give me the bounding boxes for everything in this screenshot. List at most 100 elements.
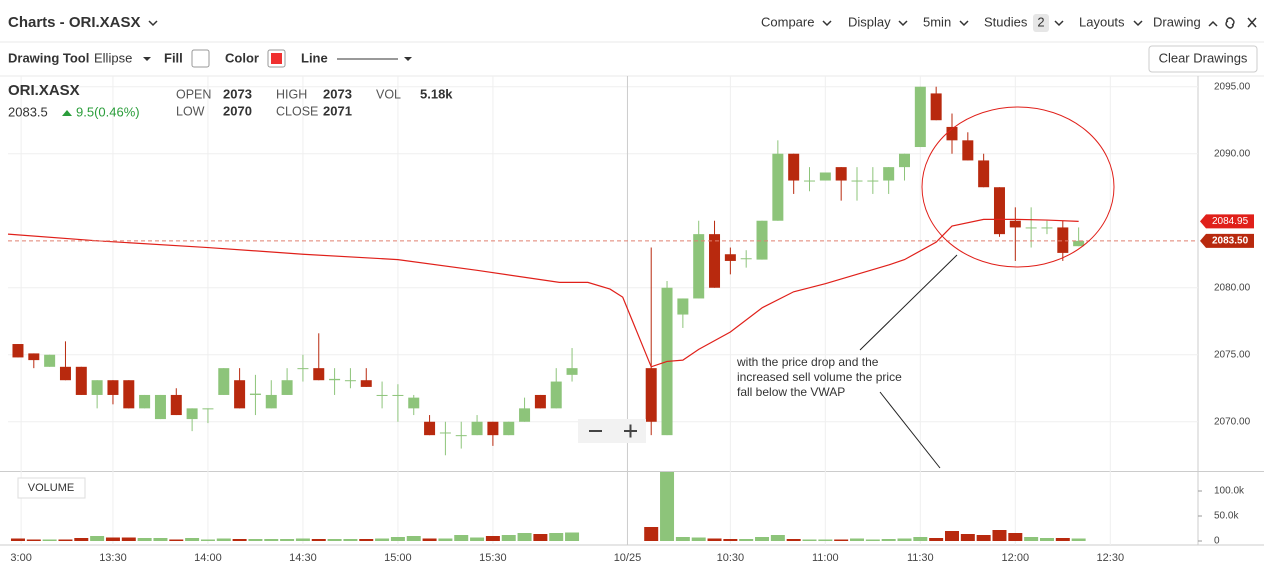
x-tick-label: 15:30: [479, 552, 507, 564]
color-fill: [271, 53, 282, 64]
candle-body: [297, 368, 309, 370]
volume-bar: [770, 535, 785, 541]
volume-bar: [137, 538, 152, 541]
candle-body: [154, 394, 166, 420]
candle-body: [724, 254, 736, 261]
price: 2083.5: [8, 104, 48, 119]
clear-label[interactable]: Clear Drawings: [1159, 50, 1248, 65]
candle-body: [645, 368, 657, 422]
candle-body: [12, 344, 24, 358]
candle-body: [819, 172, 831, 181]
volume-bar: [517, 533, 532, 541]
volume-bar: [976, 535, 991, 541]
candle-body: [550, 381, 562, 409]
volume-bar: [755, 537, 770, 541]
volume-bar: [470, 537, 485, 541]
candle-body: [1009, 220, 1021, 228]
collapse-icon[interactable]: [1208, 20, 1218, 27]
candle-body: [202, 408, 214, 410]
volume-bar: [375, 538, 390, 541]
y-tick-label: 2080.00: [1214, 282, 1251, 293]
volume-bar: [422, 538, 437, 541]
menu-drawing[interactable]: Drawing: [1153, 14, 1201, 29]
candle-body: [519, 408, 531, 422]
menu-compare[interactable]: Compare: [761, 14, 814, 29]
candle-body: [566, 368, 578, 375]
volume-bar: [438, 538, 453, 541]
volume-bar: [533, 534, 548, 541]
volume-bar: [707, 538, 722, 541]
y-tick-label: 2095.00: [1214, 81, 1251, 92]
candle-body: [503, 421, 515, 436]
volume-bar: [913, 537, 928, 541]
candle-body: [107, 380, 119, 395]
candle-body: [471, 421, 483, 436]
volume-bar: [501, 535, 516, 541]
volume-bar: [818, 539, 833, 541]
candle-body: [123, 380, 135, 409]
candle-body: [962, 140, 974, 161]
page-title: Charts - ORI.XASX: [8, 14, 141, 31]
candle-body: [44, 354, 56, 367]
candle-body: [1041, 227, 1053, 229]
candle-body: [693, 234, 705, 299]
y-tick-label: 2090.00: [1214, 148, 1251, 159]
candle-body: [265, 394, 277, 409]
volume-bar: [1071, 538, 1086, 541]
candle-body: [439, 432, 451, 434]
volume-bar: [881, 539, 896, 541]
candle-body: [281, 380, 293, 395]
candle-body: [1057, 227, 1069, 253]
volume-bar: [90, 536, 105, 541]
link-icon[interactable]: [1225, 17, 1235, 29]
volume-bar: [691, 537, 706, 541]
volume-bar: [232, 539, 247, 541]
toolbar-label: Drawing Tool: [8, 50, 89, 65]
volume-bar: [280, 539, 295, 541]
annotation: increased sell volume the price: [737, 370, 902, 384]
volume-bar: [960, 534, 975, 541]
volume-bar: [121, 537, 136, 541]
volume-label: VOLUME: [28, 482, 74, 494]
zoom-in[interactable]: [624, 424, 637, 438]
studies-count: 2: [1037, 14, 1044, 29]
volume-bar: [58, 539, 73, 541]
chevron[interactable]: [148, 20, 158, 27]
symbol: ORI.XASX: [8, 82, 80, 99]
x-tick-label: 10:30: [717, 552, 745, 564]
x-tick-label: 15:00: [384, 552, 412, 564]
v-tick-label: 50.0k: [1214, 511, 1239, 522]
menu-display[interactable]: Display: [848, 14, 891, 29]
volume-bar: [992, 530, 1007, 541]
ellipse-drawing[interactable]: [921, 106, 1115, 268]
volume-bar: [343, 539, 358, 541]
price-tag: [1200, 233, 1254, 248]
volume-bar: [850, 538, 865, 541]
fill-label: Fill: [164, 50, 183, 65]
candle-body: [978, 160, 990, 188]
candle-body: [186, 408, 198, 420]
candle-body: [756, 220, 768, 260]
annotation: with the price drop and the: [736, 355, 879, 369]
volume-bar: [1024, 537, 1039, 541]
candle-body: [313, 368, 325, 381]
candle-body: [772, 153, 784, 221]
volume-bar: [42, 539, 57, 541]
fill-swatch[interactable]: [191, 49, 210, 68]
clear-button[interactable]: [1148, 45, 1258, 73]
price-tag-label: 2083.50: [1212, 235, 1249, 246]
drawing-tool[interactable]: Ellipse: [94, 50, 132, 65]
volume-bar: [897, 538, 912, 541]
volume-bar: [74, 538, 89, 541]
candle-body: [455, 435, 467, 437]
menu-layouts[interactable]: Layouts: [1079, 14, 1125, 29]
candle-body: [788, 153, 800, 181]
up-arrow: [62, 110, 72, 116]
chevron: [898, 20, 908, 27]
menu-studies[interactable]: Studies: [984, 14, 1028, 29]
volume-bar: [1039, 538, 1054, 541]
chevron: [1054, 20, 1064, 27]
close-icon[interactable]: [1247, 17, 1257, 28]
menu-interval[interactable]: 5min: [923, 14, 951, 29]
